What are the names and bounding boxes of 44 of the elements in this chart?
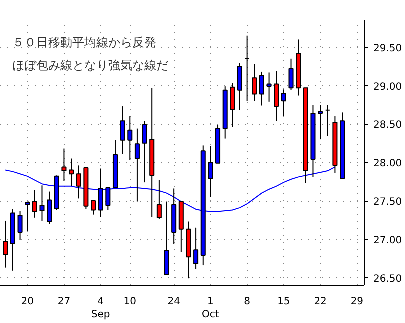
y-tick-label: 27.00 (374, 235, 402, 246)
candlestick (76, 165, 82, 200)
y-tick-label: 26.50 (374, 274, 402, 285)
candlestick (208, 146, 214, 198)
x-tick-label: 22 (314, 296, 327, 308)
y-tick-label: 29.50 (374, 43, 402, 54)
y-tick-label: 27.50 (374, 197, 402, 208)
candlestick (259, 71, 264, 106)
y-tick-label: 28.00 (374, 158, 402, 170)
candlestick (62, 148, 67, 182)
candlestick (91, 200, 96, 216)
candlestick (230, 82, 236, 128)
candlestick (266, 72, 272, 102)
annotation: ５０日移動平均線から反発 (12, 36, 156, 50)
candlestick (318, 104, 324, 140)
candlestick (3, 220, 8, 268)
x-tick-label: 8 (244, 296, 251, 308)
candlestick (156, 180, 162, 220)
candlestick (47, 191, 52, 225)
candlestick (194, 227, 199, 270)
candlestick (120, 106, 126, 155)
x-tick-label: 29 (350, 296, 364, 308)
candlestick (274, 70, 280, 122)
candlestick (69, 158, 74, 187)
candlestick (288, 58, 294, 91)
candlestick (252, 64, 258, 102)
annotation: ほぼ包み線となり強気な線だ (12, 58, 168, 72)
x-tick-label: 15 (278, 296, 290, 308)
candlestick (25, 201, 30, 232)
candlestick (142, 120, 148, 184)
x-tick-label: 24 (168, 296, 180, 308)
y-tick-label: 28.50 (374, 120, 402, 132)
y-tick-label: 29.00 (374, 82, 402, 93)
candlestick (164, 201, 170, 276)
x-tick-label: 1 Oct (202, 296, 220, 321)
candlestick (18, 210, 23, 241)
candlestick (281, 89, 286, 118)
candlestick (237, 63, 243, 111)
candlestick (128, 116, 133, 161)
x-tick-label: 27 (58, 296, 71, 308)
x-tick-label: 4 Sep (91, 296, 110, 321)
x-tick-label: 10 (124, 296, 137, 308)
x-tick-label: 20 (21, 296, 34, 308)
candlestick (32, 190, 38, 218)
